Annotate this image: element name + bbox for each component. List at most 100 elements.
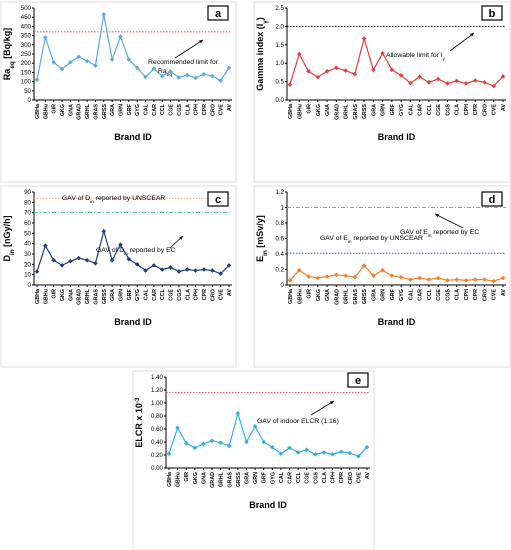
data-point <box>347 450 353 456</box>
panel-letter: a <box>215 8 222 20</box>
data-point <box>176 75 182 80</box>
x-tick-label: GRHL <box>85 288 91 304</box>
y-tick-label: 1 <box>281 205 285 212</box>
x-tick-label: GKG <box>60 104 66 116</box>
data-point <box>109 257 115 263</box>
data-point <box>361 263 367 268</box>
data-point <box>210 73 215 79</box>
y-tick-label: 2.5 <box>275 5 284 12</box>
data-point <box>361 36 367 41</box>
data-point <box>159 267 165 272</box>
x-tick-label: CLA <box>185 289 191 300</box>
x-tick-label: GRA <box>110 289 116 301</box>
x-tick-label: CPR <box>339 472 345 483</box>
x-tick-label: CAL <box>408 288 414 300</box>
y-tick-label: 90 <box>24 189 31 196</box>
x-tick-label: GNA <box>325 104 331 116</box>
x-tick-label: GRF <box>390 103 396 115</box>
data-point <box>338 449 344 455</box>
y-tick-label: 0.20 <box>151 452 164 459</box>
x-tick-label: GIR <box>307 104 313 114</box>
x-tick-label: GRHL <box>344 288 350 304</box>
data-point <box>252 424 258 429</box>
x-tick-label: GRAD <box>77 104 83 120</box>
x-tick-label: GRAD <box>334 104 340 120</box>
data-point <box>500 275 506 281</box>
reference-annotation-line2: Raeq <box>158 68 172 78</box>
y-tick-label: 0.8 <box>275 220 284 227</box>
x-tick-label: CVE <box>219 289 225 300</box>
x-tick-label: CAR <box>152 289 158 301</box>
data-point <box>59 263 65 268</box>
x-tick-label: GRAD <box>210 472 216 488</box>
x-axis-label: Brand ID <box>114 132 152 142</box>
data-point <box>334 272 339 278</box>
x-tick-label: GYG <box>135 104 141 116</box>
y-axis-label: ELCR x 10-3 <box>134 397 145 448</box>
panel-border <box>132 370 375 550</box>
x-tick-label: GRHL <box>85 103 91 119</box>
y-tick-label: 1.2 <box>275 189 284 196</box>
x-tick-label: GBHa <box>288 288 294 304</box>
annotation-arrow <box>449 32 475 52</box>
y-tick-label: 0.6 <box>275 236 284 243</box>
x-tick-label: CCL <box>296 471 302 483</box>
reference-annotation: GAV of Din reported by UNSCEAR <box>62 195 165 205</box>
y-axis-label: Din [nGy/h] <box>2 215 16 261</box>
data-point <box>176 269 182 274</box>
x-tick-label: CPH <box>331 472 337 483</box>
y-tick-label: 60 <box>24 220 31 227</box>
data-point <box>143 74 148 80</box>
x-tick-label: GRF <box>127 103 133 115</box>
data-point <box>218 78 223 83</box>
x-tick-label: CGE <box>436 104 442 116</box>
y-tick-label: 400 <box>21 23 32 30</box>
x-tick-label: AV <box>365 472 371 479</box>
data-point <box>380 267 385 273</box>
x-tick-label: GIR <box>184 472 190 482</box>
panel-letter-box <box>481 5 503 21</box>
annotation-arrowhead <box>179 236 183 240</box>
data-point <box>226 65 232 71</box>
data-point <box>93 261 98 266</box>
y-tick-label: 1.0 <box>275 60 284 67</box>
x-axis-label: Brand ID <box>378 132 416 142</box>
data-point <box>175 425 180 430</box>
data-point <box>34 77 40 83</box>
data-point <box>330 452 335 457</box>
data-point <box>168 265 173 270</box>
x-tick-label: GBHa <box>167 471 173 487</box>
annotation-arrowhead <box>470 33 474 37</box>
x-tick-label: GBHa <box>35 103 41 119</box>
y-tick-label: 80 <box>24 199 31 206</box>
x-tick-label: CPR <box>202 104 208 115</box>
data-point <box>34 269 40 274</box>
x-tick-label: GRSS <box>102 289 108 305</box>
x-tick-label: CLA <box>322 472 328 483</box>
data-point <box>398 274 404 280</box>
data-point <box>226 443 232 449</box>
x-tick-label: AV <box>501 289 507 296</box>
y-tick-label: 30 <box>24 251 31 258</box>
y-tick-label: 0.80 <box>151 413 164 420</box>
x-tick-label: GBHu <box>297 104 303 119</box>
x-tick-label: GRA <box>371 289 377 301</box>
data-point <box>306 274 311 279</box>
x-tick-label: GNA <box>68 289 74 301</box>
x-tick-label: CAR <box>418 289 424 301</box>
data-point <box>343 273 348 278</box>
x-tick-label: CAR <box>288 472 294 484</box>
data-point <box>218 440 223 445</box>
data-point <box>166 451 172 456</box>
data-point <box>482 277 487 282</box>
x-tick-label: GRF <box>390 288 396 300</box>
reference-annotation: Recommended limit for <box>148 59 219 66</box>
x-tick-label: CCL <box>427 288 433 300</box>
chart-panel-e: 0.00 0.20 0.40 0.60 0.80 1.00 1.20 1.40 GBHa GBHu… <box>132 370 375 550</box>
annotation-arrow <box>174 39 204 59</box>
data-point <box>380 50 385 56</box>
panel-letter-box <box>207 5 229 21</box>
data-point <box>371 273 376 278</box>
